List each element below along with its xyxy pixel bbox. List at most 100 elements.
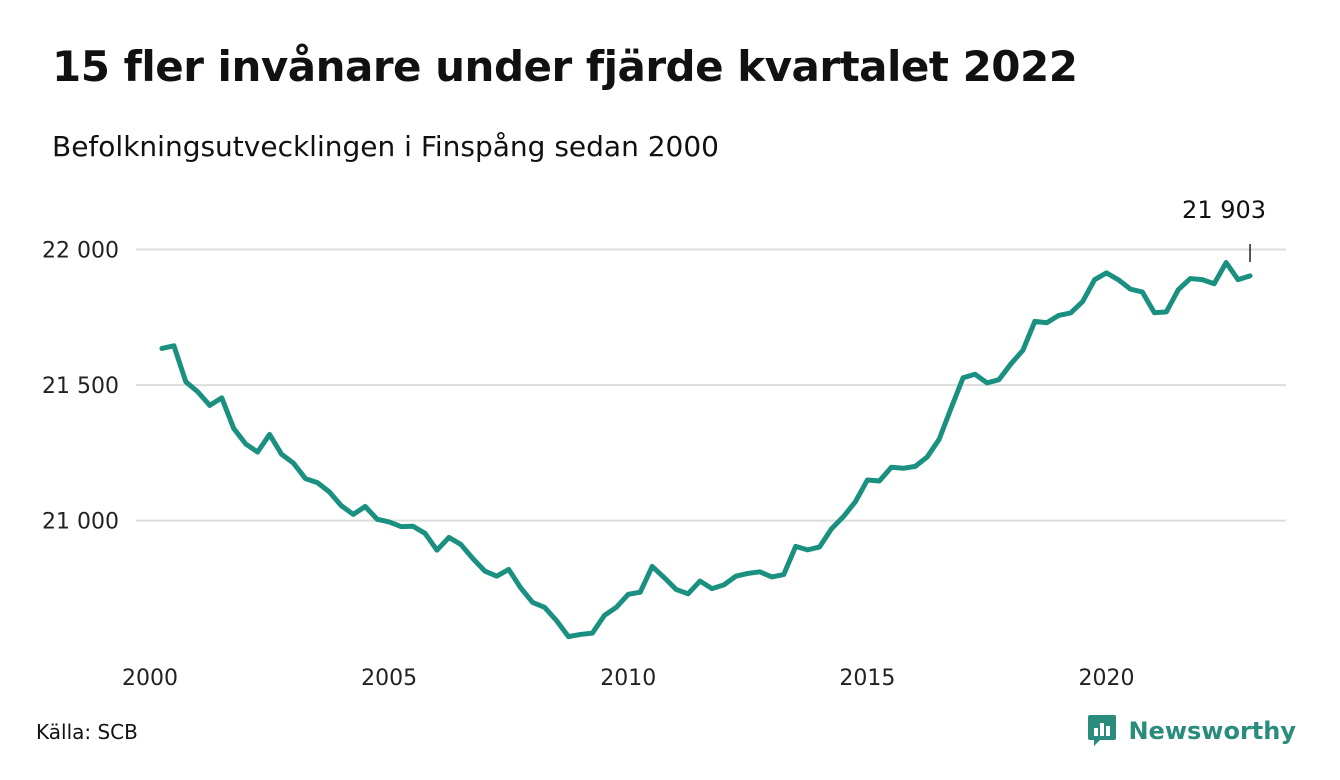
data-point bbox=[171, 343, 177, 348]
data-point bbox=[315, 480, 320, 485]
data-point bbox=[1104, 270, 1109, 276]
data-point bbox=[374, 517, 380, 522]
source-note: Källa: SCB bbox=[36, 720, 138, 744]
data-point bbox=[1116, 277, 1121, 283]
data-point bbox=[255, 449, 260, 455]
data-point bbox=[1092, 277, 1097, 282]
data-point bbox=[291, 460, 296, 466]
data-point bbox=[279, 451, 284, 457]
data-point bbox=[757, 569, 763, 575]
x-tick-label: 2020 bbox=[1079, 666, 1135, 691]
y-axis-ticks: 21 000 21 500 22 000 bbox=[42, 239, 119, 535]
data-point bbox=[1128, 286, 1133, 292]
data-point bbox=[769, 574, 774, 580]
data-point bbox=[578, 632, 583, 637]
data-point bbox=[829, 526, 834, 531]
data-point bbox=[1176, 287, 1181, 292]
data-point bbox=[721, 582, 727, 588]
data-point bbox=[972, 372, 978, 377]
x-tick-label: 2005 bbox=[361, 666, 417, 691]
data-point bbox=[542, 605, 547, 610]
data-point bbox=[1056, 313, 1061, 318]
data-point bbox=[1020, 348, 1026, 353]
data-point bbox=[889, 465, 894, 470]
data-point bbox=[363, 504, 368, 509]
data-point bbox=[745, 571, 751, 576]
data-point bbox=[518, 585, 523, 591]
data-point bbox=[781, 572, 786, 577]
data-point bbox=[1211, 281, 1217, 286]
data-point bbox=[901, 466, 906, 471]
data-point bbox=[434, 547, 440, 553]
data-point bbox=[865, 477, 870, 483]
chart-subtitle: Befolkningsutvecklingen i Finspång sedan… bbox=[52, 130, 719, 163]
x-tick-label: 2010 bbox=[600, 666, 656, 691]
data-point bbox=[853, 499, 858, 504]
series-line bbox=[159, 260, 1253, 640]
data-point bbox=[936, 437, 942, 442]
data-point bbox=[303, 476, 308, 481]
data-point bbox=[960, 375, 966, 380]
data-point bbox=[1152, 310, 1157, 315]
data-point bbox=[996, 377, 1002, 382]
data-point bbox=[925, 454, 930, 460]
data-point bbox=[267, 432, 272, 437]
data-point bbox=[554, 618, 559, 623]
data-point bbox=[1164, 309, 1169, 315]
data-point bbox=[219, 395, 224, 401]
data-point bbox=[877, 478, 882, 484]
data-point bbox=[709, 586, 715, 591]
data-point bbox=[243, 441, 248, 447]
annotation-label: 21 903 bbox=[1182, 196, 1266, 224]
data-point bbox=[530, 600, 535, 605]
data-point bbox=[685, 591, 691, 596]
data-point bbox=[207, 403, 212, 408]
data-point bbox=[494, 573, 499, 579]
x-tick-label: 2015 bbox=[839, 666, 895, 691]
data-point bbox=[482, 568, 487, 574]
data-point bbox=[339, 503, 344, 508]
gridlines bbox=[136, 248, 1286, 522]
data-point bbox=[351, 512, 356, 517]
y-tick-label: 21 000 bbox=[42, 510, 119, 535]
data-point bbox=[913, 464, 918, 469]
data-point bbox=[1032, 319, 1038, 324]
data-point bbox=[841, 514, 846, 519]
chart-title: 15 fler invånare under fjärde kvartalet … bbox=[52, 42, 1078, 91]
data-point bbox=[422, 531, 428, 536]
data-point bbox=[386, 519, 392, 525]
annotation-layer: 21 903 bbox=[1182, 196, 1266, 262]
data-point bbox=[661, 575, 667, 580]
data-point bbox=[410, 524, 416, 529]
data-point bbox=[948, 405, 954, 411]
data-point bbox=[566, 634, 571, 639]
x-tick-label: 2000 bbox=[122, 666, 178, 691]
series-layer bbox=[159, 260, 1253, 640]
data-point bbox=[805, 547, 810, 553]
data-point bbox=[506, 567, 511, 572]
data-point bbox=[1200, 277, 1205, 282]
y-tick-label: 22 000 bbox=[42, 239, 119, 264]
y-tick-label: 21 500 bbox=[42, 374, 119, 399]
data-point bbox=[1247, 273, 1253, 279]
brand-name: Newsworthy bbox=[1128, 717, 1296, 745]
data-point bbox=[1008, 361, 1014, 367]
x-axis-ticks: 2000 2005 2010 2015 2020 bbox=[122, 666, 1135, 691]
data-point bbox=[183, 379, 189, 385]
data-point bbox=[614, 605, 619, 610]
data-point bbox=[793, 544, 798, 549]
newsworthy-logo-icon bbox=[1088, 715, 1117, 746]
data-point bbox=[984, 380, 990, 386]
data-point bbox=[327, 489, 332, 495]
data-point bbox=[673, 587, 679, 592]
data-point bbox=[1080, 299, 1085, 304]
data-point bbox=[1044, 320, 1049, 325]
data-point bbox=[817, 544, 822, 550]
data-point bbox=[697, 578, 703, 584]
data-point bbox=[626, 592, 631, 597]
data-point bbox=[446, 535, 452, 540]
data-point bbox=[602, 613, 607, 618]
data-point bbox=[733, 573, 739, 579]
data-point bbox=[1140, 289, 1145, 295]
